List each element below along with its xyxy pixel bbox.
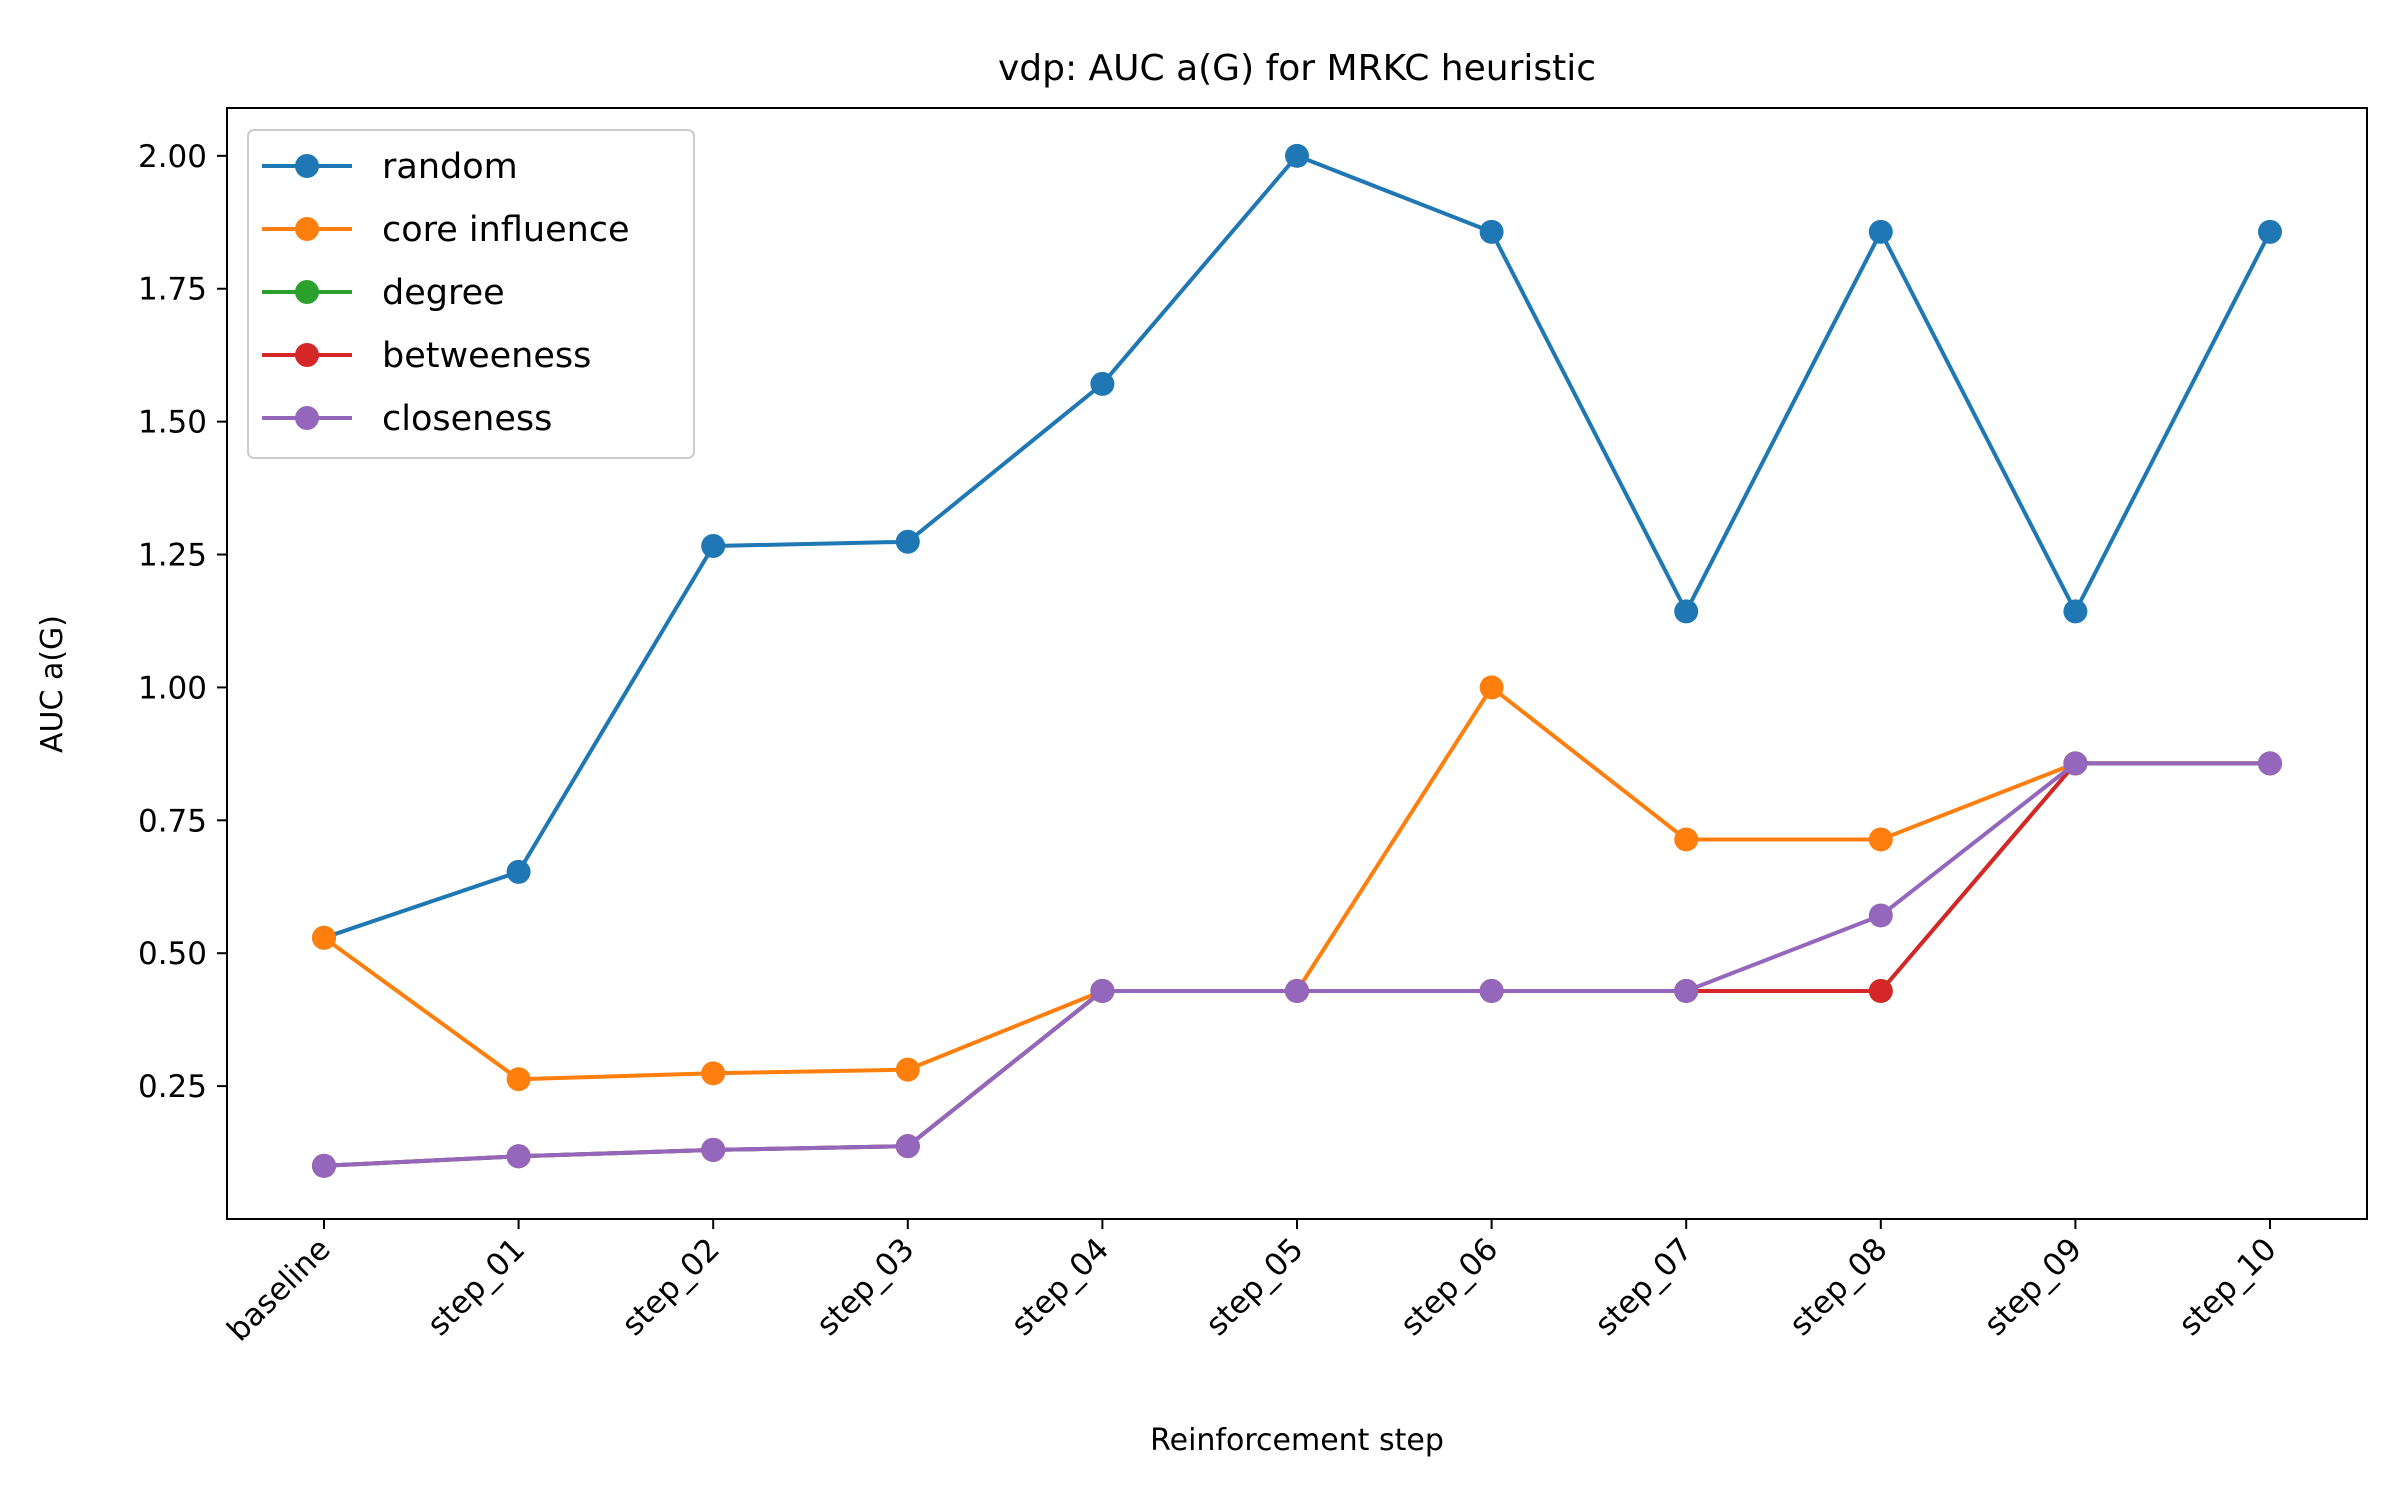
data-point-core-influence	[1674, 827, 1699, 852]
data-point-closeness	[506, 1144, 531, 1169]
data-point-closeness	[1868, 903, 1893, 928]
data-point-core-influence	[312, 925, 336, 950]
data-point-closeness	[895, 1134, 920, 1159]
data-point-closeness	[312, 1153, 336, 1178]
legend-marker-degree	[295, 280, 319, 304]
legend-label-random: random	[382, 147, 518, 187]
y-tick-label: 0.75	[138, 803, 207, 839]
data-point-closeness	[2258, 751, 2282, 776]
data-point-closeness	[1674, 978, 1699, 1003]
legend-box	[247, 129, 695, 459]
y-tick-label: 1.50	[138, 405, 207, 441]
data-point-core-influence	[895, 1057, 920, 1082]
legend-marker-core-influence	[295, 217, 319, 241]
data-point-closeness	[1479, 978, 1504, 1003]
data-point-closeness	[2063, 751, 2088, 776]
legend-marker-closeness	[295, 406, 319, 430]
plot-area	[312, 143, 2282, 1178]
data-point-random	[2063, 599, 2088, 624]
legend-label-betweeness: betweeness	[382, 336, 591, 376]
legend: random core influence degree betweeness clos…	[247, 129, 695, 459]
data-point-betweeness	[1868, 978, 1893, 1003]
legend-label-core-influence: core influence	[382, 210, 630, 250]
legend-marker-random	[295, 154, 319, 178]
data-point-core-influence	[506, 1067, 531, 1092]
data-point-random	[701, 534, 726, 559]
data-point-random	[1090, 371, 1115, 396]
data-point-closeness	[701, 1137, 726, 1162]
y-axis-label: AUC a(G)	[35, 615, 70, 753]
legend-label-degree: degree	[382, 273, 505, 313]
data-point-core-influence	[701, 1061, 726, 1086]
legend-marker-betweeness	[295, 343, 319, 367]
data-point-random	[506, 859, 531, 884]
y-tick-label: 1.00	[138, 670, 207, 706]
y-tick-label: 1.25	[138, 538, 207, 574]
y-tick-label: 0.50	[138, 936, 207, 972]
data-point-random	[2258, 219, 2282, 244]
data-point-random	[1285, 143, 1309, 168]
data-point-core-influence	[1868, 827, 1893, 852]
y-tick-label: 0.25	[138, 1069, 207, 1105]
chart-title: vdp: AUC a(G) for MRKC heuristic	[998, 48, 1596, 89]
data-point-closeness	[1090, 978, 1115, 1003]
data-point-random	[1479, 219, 1504, 244]
legend-label-closeness: closeness	[382, 399, 552, 439]
data-point-random	[1674, 599, 1699, 624]
data-point-random	[1868, 219, 1893, 244]
y-tick-label: 1.75	[138, 272, 207, 308]
series-closeness	[312, 751, 2282, 1178]
data-point-closeness	[1285, 978, 1309, 1003]
data-point-random	[895, 529, 920, 554]
y-tick-label: 2.00	[138, 139, 207, 175]
x-axis-label: Reinforcement step	[1150, 1423, 1444, 1458]
data-point-core-influence	[1479, 675, 1504, 700]
